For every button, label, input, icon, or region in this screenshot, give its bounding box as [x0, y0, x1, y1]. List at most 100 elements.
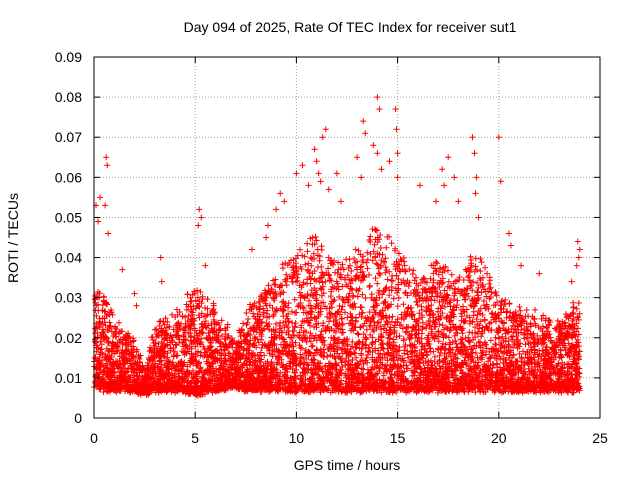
data-point: [472, 334, 479, 341]
data-point: [401, 343, 408, 350]
data-point: [172, 341, 179, 348]
data-point: [376, 354, 383, 361]
data-point: [250, 349, 257, 356]
data-point: [479, 324, 486, 331]
data-point: [240, 320, 247, 327]
data-point: [376, 251, 383, 258]
data-point: [326, 369, 333, 376]
data-point: [337, 273, 344, 280]
data-point: [515, 364, 522, 371]
data-point: [384, 367, 391, 374]
data-point: [474, 311, 481, 318]
data-point: [216, 339, 223, 346]
data-point: [479, 274, 486, 281]
data-point: [307, 317, 314, 324]
data-point: [109, 345, 116, 352]
data-point: [356, 311, 363, 318]
data-point: [178, 358, 185, 365]
data-point: [297, 344, 304, 351]
data-point: [506, 315, 513, 322]
data-point: [269, 304, 276, 311]
data-point: [94, 342, 101, 349]
data-point: [307, 338, 314, 345]
data-point: [487, 284, 494, 291]
data-point: [521, 359, 528, 366]
data-point: [388, 364, 395, 371]
data-point: [294, 271, 301, 278]
data-point: [552, 354, 559, 361]
data-point: [282, 276, 289, 283]
data-point: [312, 304, 319, 311]
data-point: [445, 278, 452, 285]
data-point: [356, 285, 363, 292]
data-point: [389, 313, 396, 320]
data-point: [435, 328, 442, 335]
data-point: [377, 262, 384, 269]
data-point: [245, 341, 252, 348]
data-point: [121, 353, 128, 360]
data-point: [478, 350, 485, 357]
data-point: [300, 332, 307, 339]
data-point: [512, 358, 519, 365]
data-point: [353, 314, 360, 321]
data-point: [377, 244, 384, 251]
data-point: [346, 290, 353, 297]
data-point: [424, 384, 431, 391]
data-point: [306, 349, 313, 356]
data-point: [423, 325, 430, 332]
data-point: [459, 369, 466, 376]
data-point: [495, 315, 502, 322]
data-point: [184, 368, 191, 375]
data-point: [258, 363, 265, 370]
data-point: [307, 330, 314, 337]
data-point: [558, 354, 565, 361]
data-point: [347, 310, 354, 317]
data-point: [265, 288, 272, 295]
data-point: [378, 331, 385, 338]
data-point: [461, 309, 468, 316]
data-point: [357, 251, 364, 258]
data-point: [292, 339, 299, 346]
data-point: [262, 300, 269, 307]
data-point: [280, 313, 287, 320]
data-point: [398, 380, 405, 387]
data-point: [472, 324, 479, 331]
data-point: [268, 337, 275, 344]
data-point: [466, 268, 473, 275]
data-point: [372, 347, 379, 354]
data-point: [166, 323, 173, 330]
data-point: [462, 266, 469, 273]
data-point: [148, 349, 155, 356]
data-point: [431, 358, 438, 365]
data-point: [298, 379, 305, 386]
data-point: [513, 342, 520, 349]
data-point: [249, 303, 256, 310]
data-point: [415, 292, 422, 299]
data-point: [510, 389, 517, 396]
data-point: [192, 353, 199, 360]
data-point: [553, 324, 560, 331]
data-point: [459, 336, 466, 343]
data-point: [352, 246, 359, 253]
data-point: [283, 271, 290, 278]
data-point: [373, 294, 380, 301]
data-point: [355, 331, 362, 338]
data-point: [363, 259, 370, 266]
data-point: [563, 314, 570, 321]
data-point: [332, 321, 339, 328]
data-points: [91, 94, 583, 399]
data-point: [474, 279, 481, 286]
data-point: [423, 295, 430, 302]
data-point: [360, 259, 367, 266]
data-point: [137, 352, 144, 359]
data-point: [459, 370, 466, 377]
data-point: [153, 333, 160, 340]
data-point: [188, 345, 195, 352]
data-point: [429, 311, 436, 318]
data-point: [204, 336, 211, 343]
data-point: [128, 347, 135, 354]
data-point: [106, 319, 113, 326]
data-point: [298, 345, 305, 352]
data-point: [478, 333, 485, 340]
